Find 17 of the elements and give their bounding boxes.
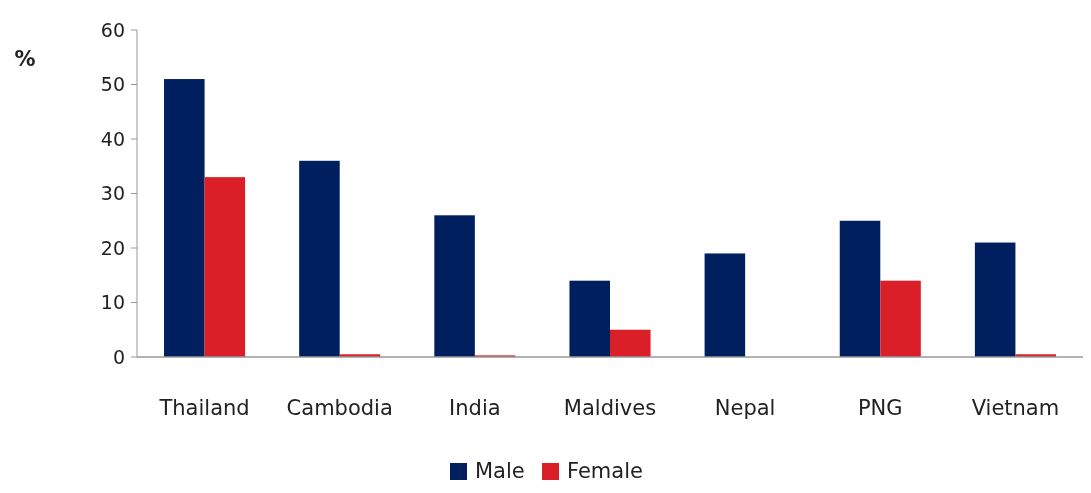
x-tick-label: Nepal — [714, 396, 776, 420]
y-tick-label: 10 — [100, 291, 125, 314]
x-tick-label: Cambodia — [286, 396, 393, 420]
y-tick-label: 30 — [100, 182, 125, 205]
x-tick-label: Vietnam — [971, 396, 1060, 420]
y-tick-label: 40 — [100, 127, 125, 150]
y-tick-label: 0 — [112, 345, 125, 368]
x-tick-label: Maldives — [563, 396, 657, 420]
legend-label: Female — [567, 459, 643, 484]
y-tick-label: 50 — [100, 73, 125, 96]
x-tick-label: India — [449, 396, 501, 420]
y-axis-title: % — [14, 47, 36, 71]
y-tick-label: 60 — [100, 18, 125, 41]
x-tick-label: Thailand — [158, 396, 250, 420]
x-tick-label: PNG — [857, 396, 903, 420]
y-tick-label: 20 — [100, 236, 125, 259]
legend-label: Male — [475, 459, 525, 484]
